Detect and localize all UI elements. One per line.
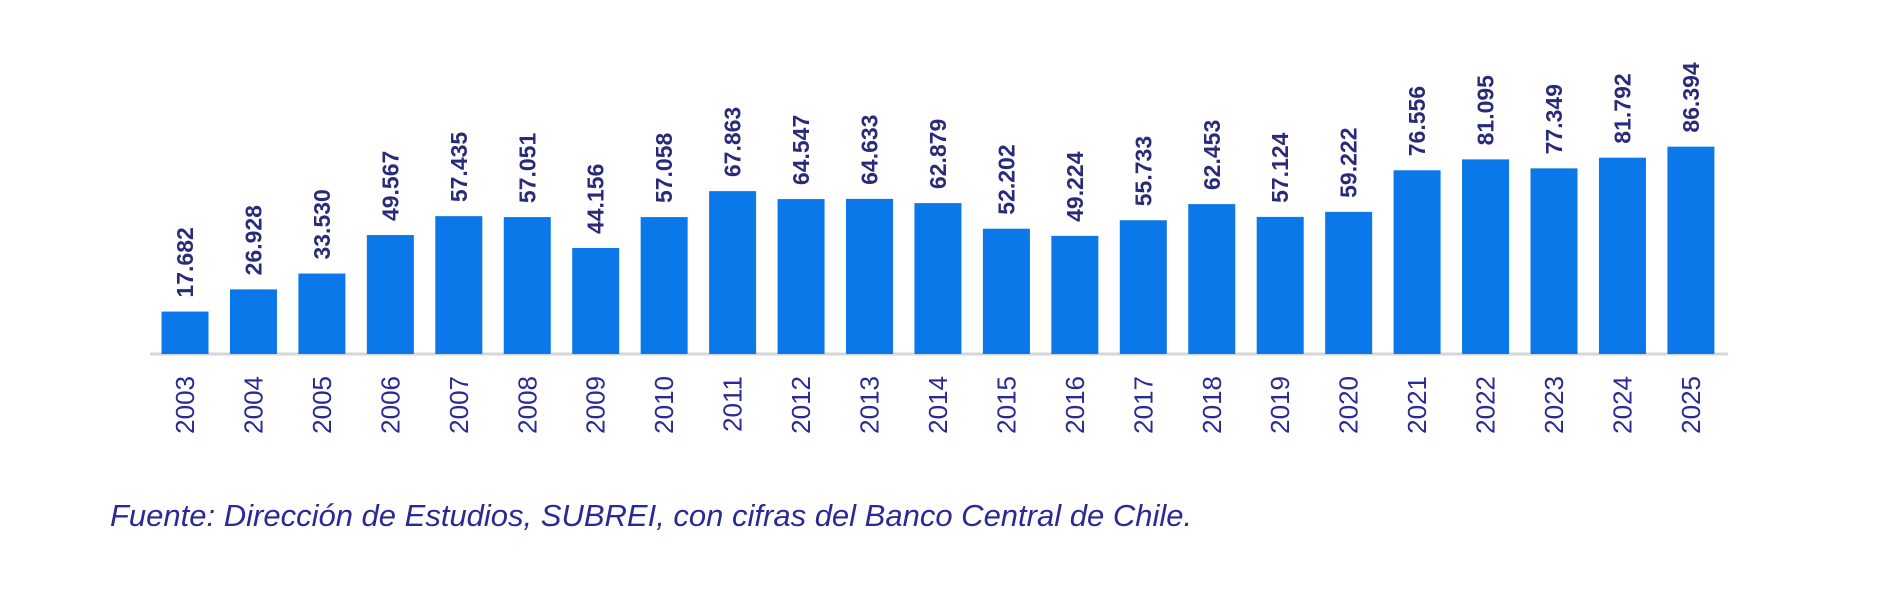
value-label: 26.928 (240, 205, 266, 276)
bar (229, 289, 277, 354)
value-label: 62.453 (1199, 120, 1225, 190)
value-label: 57.435 (446, 132, 472, 203)
x-tick-label: 2019 (1265, 376, 1295, 434)
value-label: 57.051 (514, 133, 540, 204)
value-label: 81.095 (1473, 75, 1499, 146)
value-label: 59.222 (1336, 128, 1362, 198)
bar (640, 217, 688, 354)
x-tick-label: 2011 (718, 376, 748, 432)
x-tick-label: 2013 (855, 376, 885, 434)
value-label: 49.224 (1062, 151, 1088, 222)
x-tick-label: 2004 (238, 376, 268, 434)
x-tick-label: 2023 (1539, 376, 1569, 434)
x-tick-label: 2010 (649, 376, 679, 434)
x-tick-label: 2021 (1402, 376, 1432, 434)
bar (1530, 168, 1578, 354)
source-note: Fuente: Dirección de Estudios, SUBREI, c… (110, 498, 1192, 533)
bar (982, 228, 1030, 354)
bar (1393, 170, 1441, 354)
bar (503, 217, 551, 354)
value-label: 77.349 (1541, 84, 1567, 154)
value-label: 81.792 (1609, 73, 1635, 143)
value-label: 49.567 (377, 151, 403, 221)
bar (1667, 146, 1715, 354)
value-label: 57.124 (1267, 132, 1293, 203)
value-label: 52.202 (993, 144, 1019, 214)
bar (709, 191, 757, 354)
x-tick-label: 2005 (307, 376, 337, 434)
bar (1462, 159, 1510, 354)
x-tick-label: 2003 (170, 376, 200, 434)
bar (1598, 157, 1646, 354)
x-tick-label: 2022 (1471, 376, 1501, 434)
x-tick-label: 2012 (786, 376, 816, 434)
value-label: 76.556 (1404, 86, 1430, 156)
bar (572, 248, 620, 354)
bar (298, 273, 346, 354)
value-label: 86.394 (1678, 62, 1704, 133)
x-tick-label: 2015 (991, 376, 1021, 434)
x-tick-label: 2016 (1060, 376, 1090, 434)
bar (1325, 211, 1373, 354)
x-tick-label: 2024 (1607, 376, 1637, 434)
bar (777, 199, 825, 354)
x-tick-label: 2009 (581, 376, 611, 434)
value-label: 57.058 (651, 133, 677, 204)
x-tick-label: 2006 (375, 376, 405, 434)
bar (846, 198, 893, 354)
x-tick-label: 2018 (1197, 376, 1227, 434)
x-tick-label: 2008 (512, 376, 542, 434)
value-label: 64.633 (857, 115, 883, 185)
x-tick-label: 2020 (1334, 376, 1364, 434)
value-label: 67.863 (720, 107, 746, 177)
bar (1188, 204, 1236, 354)
x-tick-label: 2014 (923, 376, 953, 434)
bar (435, 216, 483, 354)
x-tick-label: 2025 (1676, 376, 1706, 434)
bar (1051, 235, 1099, 354)
x-tick-label: 2017 (1128, 376, 1158, 434)
value-label: 55.733 (1130, 136, 1156, 206)
x-tick-label: 2007 (444, 376, 474, 434)
bar (914, 203, 962, 354)
bar (366, 235, 414, 354)
bar (1256, 216, 1304, 354)
bar (161, 311, 209, 354)
value-label: 17.682 (172, 227, 198, 297)
value-label: 44.156 (583, 164, 609, 234)
bar (1119, 220, 1167, 354)
value-label: 62.879 (925, 119, 951, 189)
value-label: 64.547 (788, 115, 814, 185)
value-label: 33.530 (309, 189, 335, 259)
